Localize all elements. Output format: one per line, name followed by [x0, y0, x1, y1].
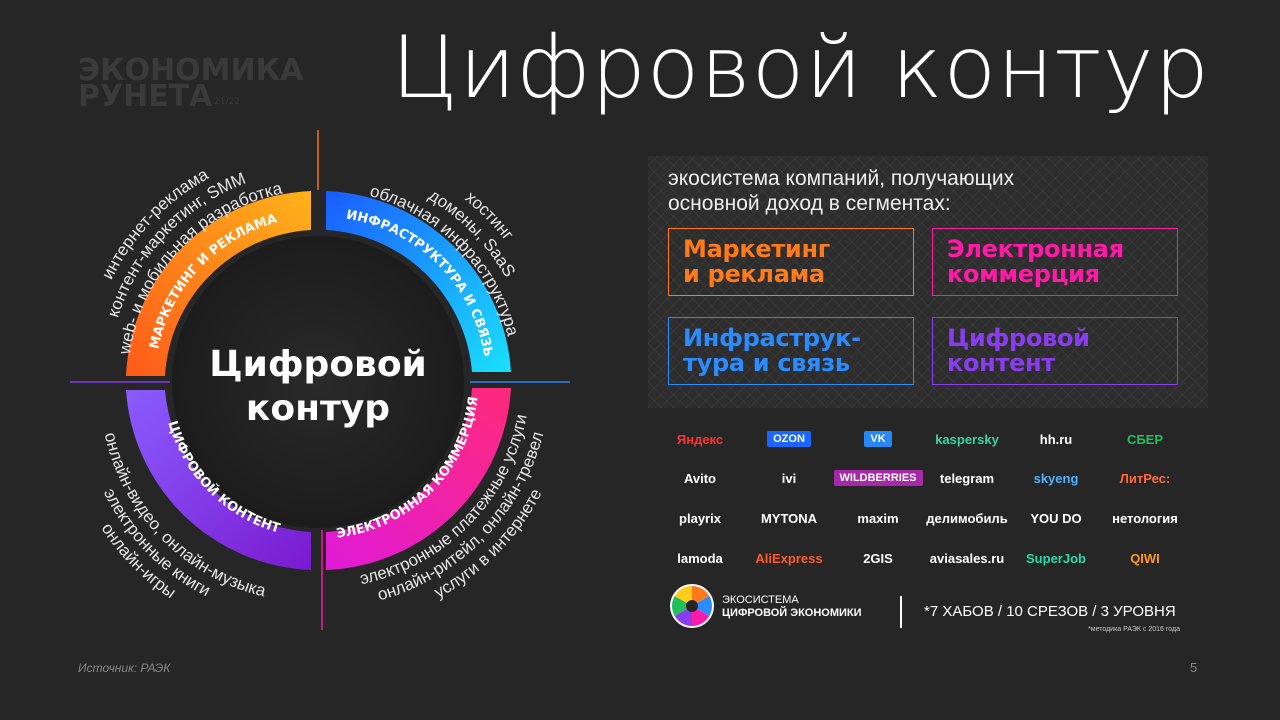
ecosystem-wheel-icon — [670, 584, 714, 628]
company-logo-text: YOU DO — [1030, 510, 1082, 526]
company-logo: kaspersky — [922, 427, 1012, 451]
company-logo-text: maxim — [857, 510, 899, 526]
company-logo: QIWI — [1100, 546, 1190, 570]
segment-box-marketing: Маркетинг и реклама — [668, 228, 914, 296]
company-logo: VK — [833, 427, 923, 451]
company-logo: 2GIS — [833, 546, 923, 570]
segment-infrastructure-arc — [326, 191, 511, 372]
company-logo-text: делимобиль — [926, 510, 1008, 526]
company-logo-text: kaspersky — [935, 431, 999, 447]
svg-text:ЭКОНОМИКА: ЭКОНОМИКА — [78, 53, 304, 88]
company-logo: ivi — [744, 466, 834, 490]
company-logo: нетология — [1100, 506, 1190, 530]
panel-heading: экосистема компаний, получающих основной… — [668, 167, 1015, 215]
company-logo: lamoda — [655, 546, 745, 570]
segment-ecommerce-arc — [326, 388, 511, 570]
segment-marketing-arc — [126, 191, 311, 376]
page-title: Цифровой контур — [391, 18, 1210, 118]
company-logo-text: telegram — [939, 470, 995, 486]
company-logo-text: MYTONA — [760, 510, 818, 526]
source-note: Источник: РАЭК — [78, 661, 171, 675]
company-logo: AliExpress — [744, 546, 834, 570]
segment-box-infrastructure: Инфраструк-тура и связь — [668, 317, 914, 385]
raek-watermark-logo: ЭКОНОМИКА РУНЕТА 21/22 — [78, 53, 304, 112]
company-logo-text: OZON — [767, 431, 811, 447]
ecosystem-label: ЭКОСИСТЕМА ЦИФРОВОЙ ЭКОНОМИКИ — [722, 594, 862, 619]
company-logo-text: ivi — [781, 470, 797, 486]
company-logo-text: СБЕР — [1126, 431, 1164, 447]
company-logo: Яндекс — [655, 427, 745, 451]
svg-text:РУНЕТА: РУНЕТА — [78, 79, 213, 112]
company-logo: aviasales.ru — [922, 546, 1012, 570]
company-logo: SuperJob — [1011, 546, 1101, 570]
hubs-footnote: *методика РАЭК с 2016 года — [1088, 626, 1180, 633]
company-logo-text: QIWI — [1130, 550, 1160, 566]
page-number: 5 — [1190, 660, 1198, 675]
segment-box-content: Цифровой контент — [932, 317, 1178, 385]
company-logo-text: 2GIS — [863, 550, 893, 566]
company-logo-text: skyeng — [1033, 470, 1079, 486]
company-logo: СБЕР — [1100, 427, 1190, 451]
company-logo: playrix — [655, 506, 745, 530]
company-logo: Avito — [655, 466, 745, 490]
company-logo-text: SuperJob — [1026, 550, 1086, 566]
hubs-summary: *7 ХАБОВ / 10 СРЕЗОВ / 3 УРОВНЯ — [924, 603, 1176, 620]
company-logo: YOU DO — [1011, 506, 1101, 530]
company-logo: OZON — [744, 427, 834, 451]
company-logo-text: playrix — [679, 510, 721, 526]
segment-content-arc — [126, 390, 311, 570]
company-logo-text: hh.ru — [1039, 431, 1073, 447]
company-logo-text: VK — [864, 431, 892, 447]
company-logo-text: aviasales.ru — [929, 550, 1005, 566]
digital-contour-diagram: МАРКЕТИНГ И РЕКЛАМА ИНФРАСТРУКТУРА И СВЯ… — [70, 130, 570, 630]
company-logo: maxim — [833, 506, 923, 530]
company-logo: делимобиль — [922, 506, 1012, 530]
company-logo: WILDBERRIES — [833, 466, 923, 490]
diagram-center-title: контур — [246, 388, 390, 429]
company-logo: telegram — [922, 466, 1012, 490]
diagram-center-title: Цифровой — [209, 344, 427, 385]
company-logo: MYTONA — [744, 506, 834, 530]
company-logo: ЛитРес: — [1100, 466, 1190, 490]
company-logo-text: lamoda — [677, 550, 723, 566]
company-logo-text: ЛитРес: — [1119, 470, 1171, 486]
segments-panel — [648, 156, 1208, 408]
divider — [900, 596, 902, 628]
svg-text:21/22: 21/22 — [214, 97, 240, 107]
company-logo-text: Яндекс — [676, 431, 724, 447]
segment-box-ecommerce: Электронная коммерция — [932, 228, 1178, 296]
company-logo-text: нетология — [1112, 510, 1178, 526]
company-logo: hh.ru — [1011, 427, 1101, 451]
company-logo-text: AliExpress — [755, 550, 823, 566]
company-logo-text: WILDBERRIES — [833, 470, 923, 486]
company-logo-text: Avito — [683, 470, 717, 486]
company-logo: skyeng — [1011, 466, 1101, 490]
